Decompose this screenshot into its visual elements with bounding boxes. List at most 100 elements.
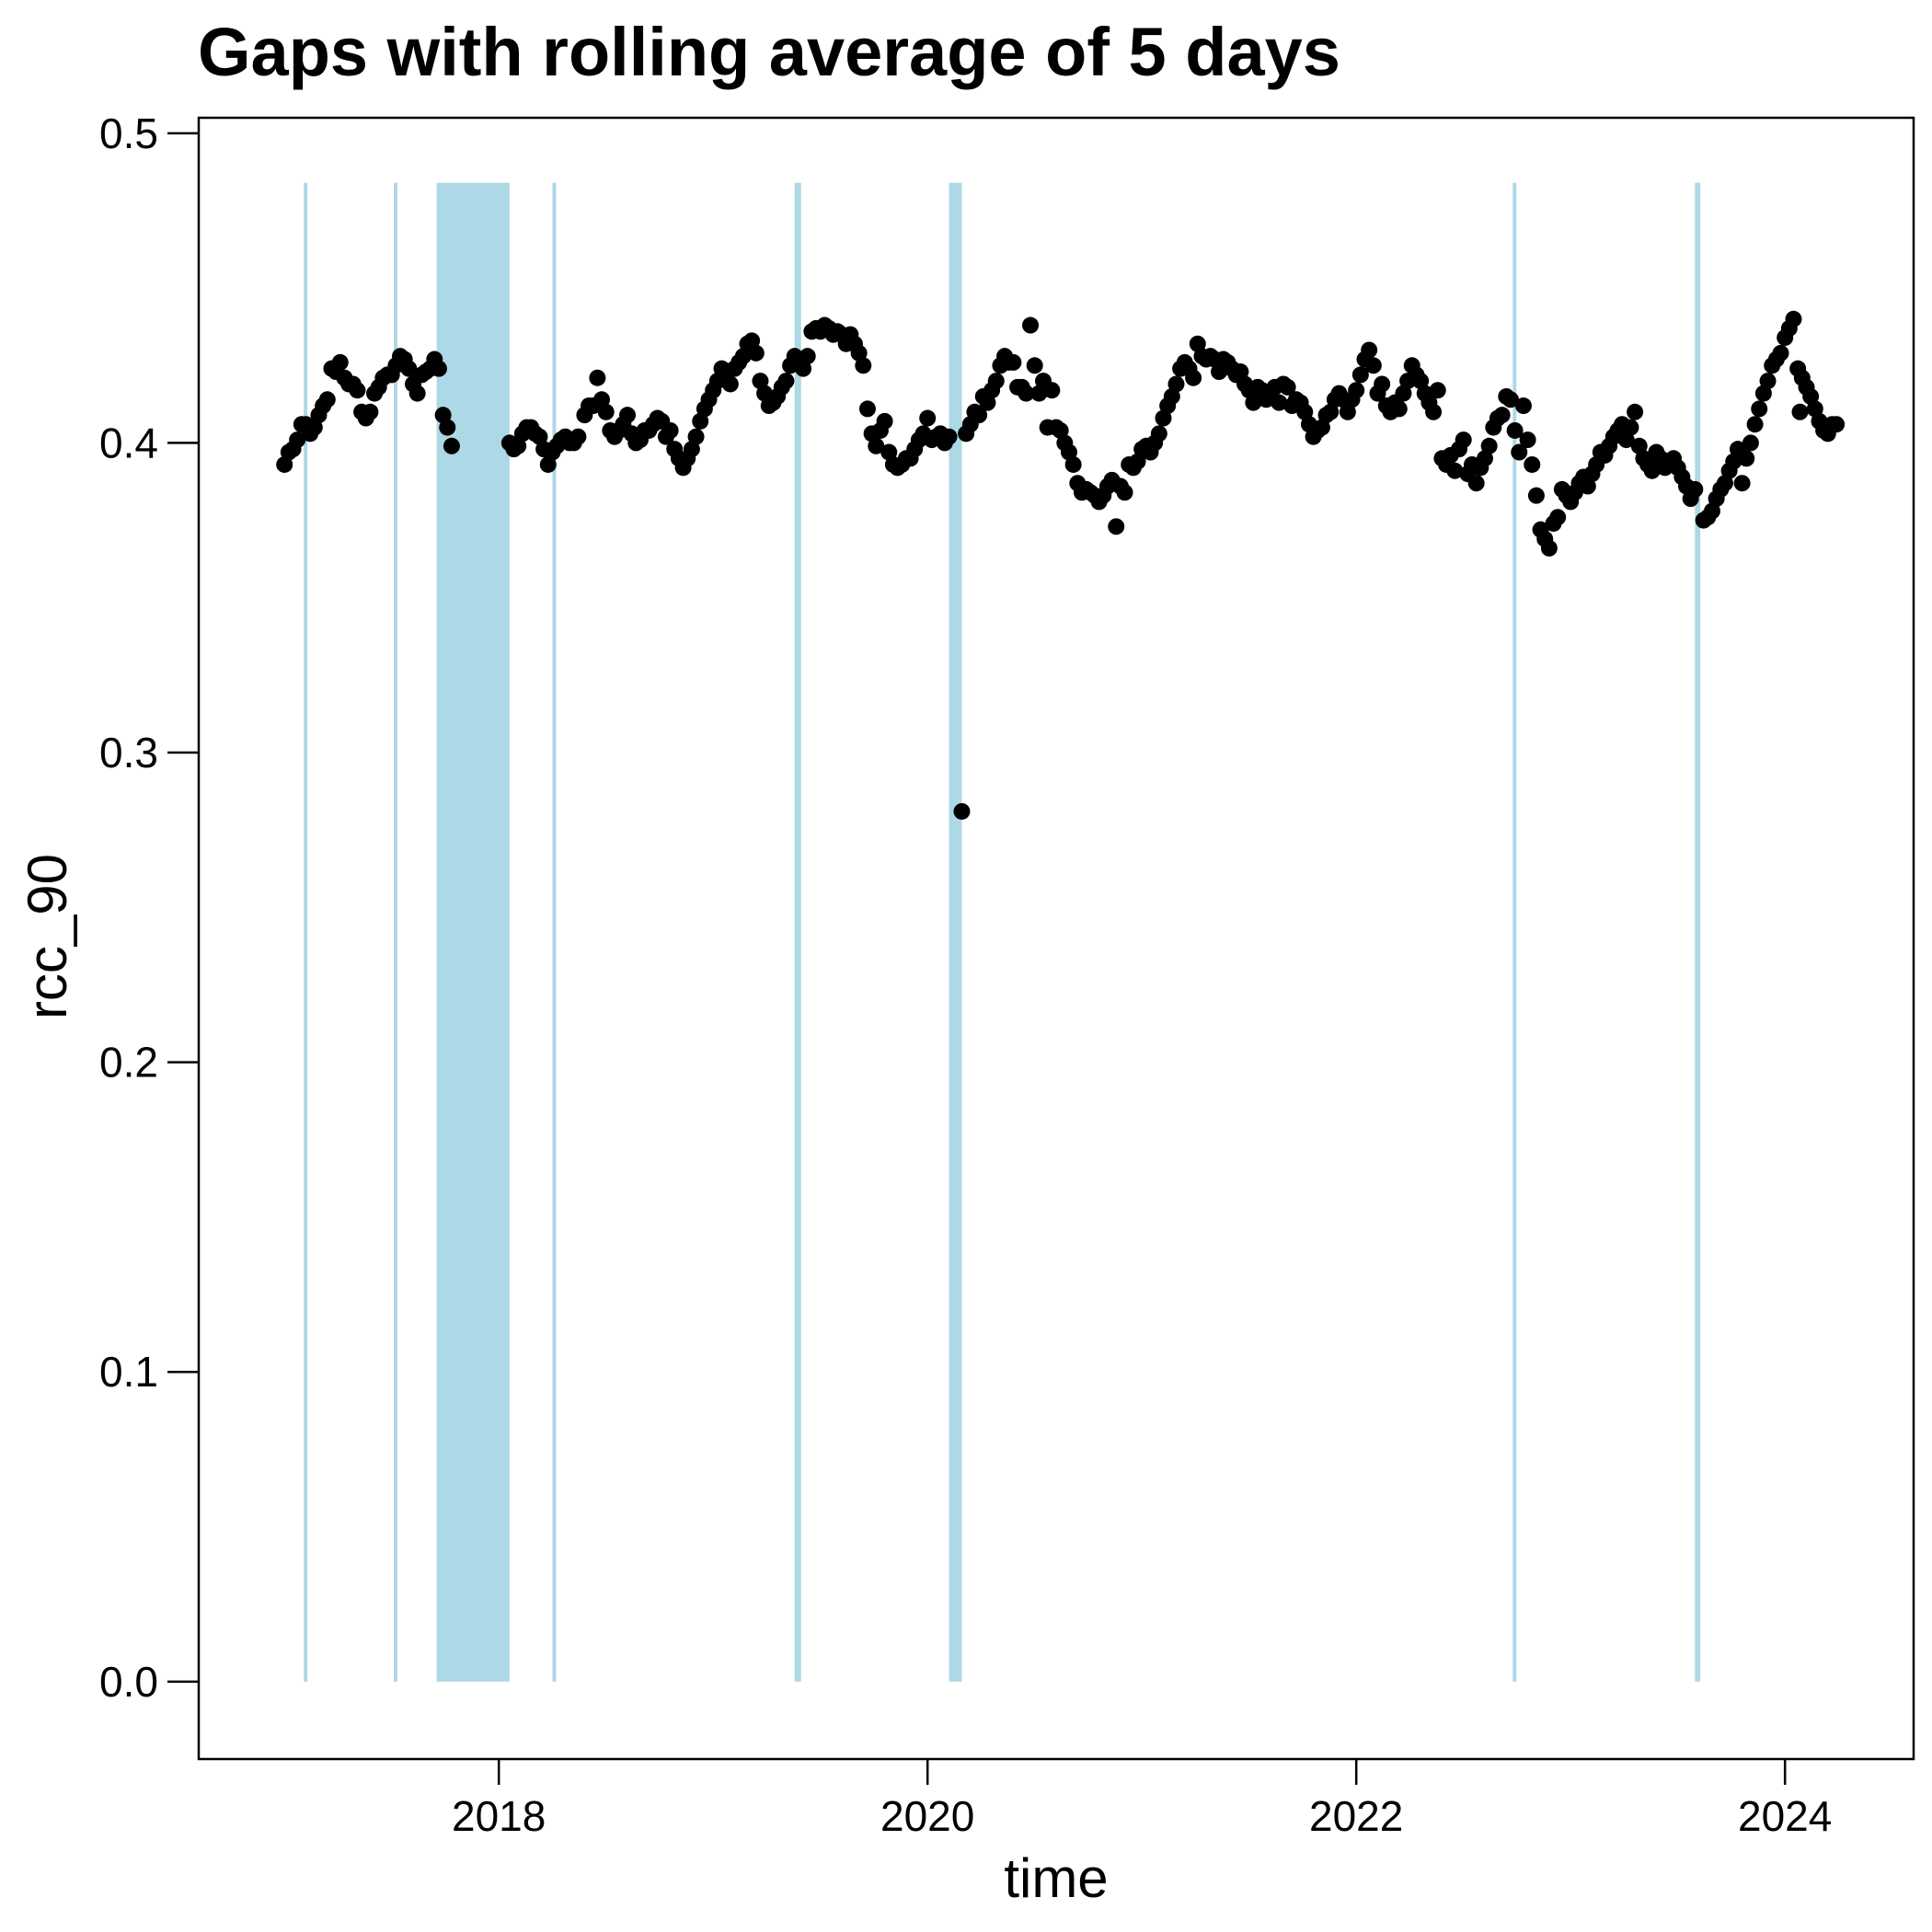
y-tick-label: 0.2 bbox=[99, 1039, 158, 1087]
data-point bbox=[1116, 484, 1133, 501]
data-point bbox=[362, 403, 379, 420]
data-point bbox=[987, 373, 1005, 390]
data-point bbox=[661, 421, 679, 439]
data-point bbox=[855, 357, 872, 374]
data-point bbox=[1643, 462, 1661, 479]
y-tick-label: 0.3 bbox=[99, 729, 158, 776]
data-point bbox=[1425, 403, 1443, 420]
chart-title: Gaps with rolling average of 5 days bbox=[198, 14, 1340, 90]
gap-band bbox=[436, 182, 510, 1682]
data-point bbox=[1390, 400, 1408, 418]
data-point bbox=[858, 400, 876, 418]
x-tick-label: 2020 bbox=[880, 1792, 974, 1840]
data-point bbox=[430, 360, 447, 377]
gap-band bbox=[552, 182, 557, 1682]
data-point bbox=[1043, 382, 1061, 399]
data-point bbox=[1279, 378, 1296, 396]
data-point bbox=[777, 373, 795, 390]
data-point bbox=[1018, 385, 1035, 402]
gap-shading-layer bbox=[304, 182, 1701, 1682]
data-point bbox=[1351, 366, 1369, 384]
data-point bbox=[400, 360, 418, 377]
data-point bbox=[1511, 443, 1528, 461]
y-tick-label: 0.4 bbox=[99, 419, 158, 466]
data-point bbox=[1627, 403, 1644, 420]
data-point bbox=[1742, 434, 1759, 452]
data-point bbox=[721, 375, 739, 393]
y-tick-label: 0.1 bbox=[99, 1348, 158, 1396]
gap-band bbox=[794, 182, 801, 1682]
data-point bbox=[1185, 369, 1202, 386]
data-point bbox=[331, 353, 349, 371]
data-point bbox=[1524, 455, 1541, 473]
data-point bbox=[876, 412, 893, 430]
data-point bbox=[1791, 403, 1809, 420]
x-axis: 2018 2020 2022 2024 bbox=[452, 1759, 1832, 1840]
y-tick-label: 0.5 bbox=[99, 109, 158, 157]
data-point bbox=[1446, 462, 1464, 479]
data-point bbox=[940, 428, 958, 445]
data-point bbox=[953, 802, 971, 820]
data-point bbox=[1364, 357, 1382, 374]
data-point bbox=[1108, 518, 1125, 535]
data-point bbox=[1501, 391, 1519, 408]
data-point bbox=[868, 437, 885, 454]
data-point bbox=[443, 437, 460, 454]
data-point bbox=[1245, 394, 1262, 411]
data-point bbox=[1549, 509, 1567, 526]
data-point bbox=[1348, 382, 1365, 399]
data-point bbox=[786, 348, 803, 365]
data-point bbox=[589, 369, 606, 386]
data-point bbox=[747, 344, 765, 362]
x-tick-label: 2022 bbox=[1309, 1792, 1403, 1840]
data-point bbox=[1455, 431, 1472, 449]
x-tick-label: 2024 bbox=[1738, 1792, 1832, 1840]
data-point bbox=[1167, 375, 1185, 393]
gap-band bbox=[394, 182, 398, 1682]
data-point bbox=[1733, 475, 1751, 492]
data-point bbox=[1026, 357, 1043, 374]
data-point bbox=[1514, 397, 1532, 415]
data-point bbox=[919, 409, 937, 427]
data-point bbox=[569, 428, 587, 445]
x-axis-title: time bbox=[1004, 1847, 1108, 1909]
y-axis: 0.0 0.1 0.2 0.3 0.4 0.5 bbox=[99, 109, 199, 1706]
data-point bbox=[1005, 353, 1022, 371]
data-point bbox=[1493, 407, 1511, 424]
plot-frame bbox=[197, 116, 1915, 1761]
data-point bbox=[1506, 421, 1524, 439]
data-point bbox=[1828, 416, 1846, 433]
data-point bbox=[289, 431, 306, 449]
data-point bbox=[799, 348, 816, 365]
data-point bbox=[597, 403, 615, 420]
data-point bbox=[1271, 394, 1288, 411]
data-point bbox=[1622, 419, 1639, 436]
data-point bbox=[1374, 375, 1391, 393]
data-point bbox=[1751, 400, 1768, 418]
y-tick-label: 0.0 bbox=[99, 1658, 158, 1706]
x-tick-label: 2018 bbox=[452, 1792, 546, 1840]
data-point bbox=[1540, 539, 1558, 557]
data-point bbox=[1519, 431, 1536, 449]
data-point bbox=[971, 407, 988, 424]
gap-band bbox=[304, 182, 308, 1682]
gap-band bbox=[949, 182, 962, 1682]
data-point bbox=[1785, 310, 1802, 328]
data-point bbox=[687, 428, 705, 445]
data-point bbox=[439, 419, 456, 436]
data-point bbox=[1467, 475, 1485, 492]
data-point bbox=[1772, 344, 1789, 362]
data-point bbox=[1686, 480, 1704, 498]
data-point bbox=[1480, 437, 1498, 454]
data-point bbox=[1064, 455, 1082, 473]
data-point bbox=[1150, 425, 1167, 443]
data-point bbox=[318, 391, 336, 408]
data-points-layer bbox=[276, 310, 1846, 820]
data-point bbox=[408, 385, 426, 402]
data-point bbox=[619, 407, 636, 424]
data-point bbox=[1361, 341, 1378, 359]
data-point bbox=[1527, 487, 1545, 504]
data-point bbox=[349, 382, 366, 399]
gap-band bbox=[1512, 182, 1517, 1682]
